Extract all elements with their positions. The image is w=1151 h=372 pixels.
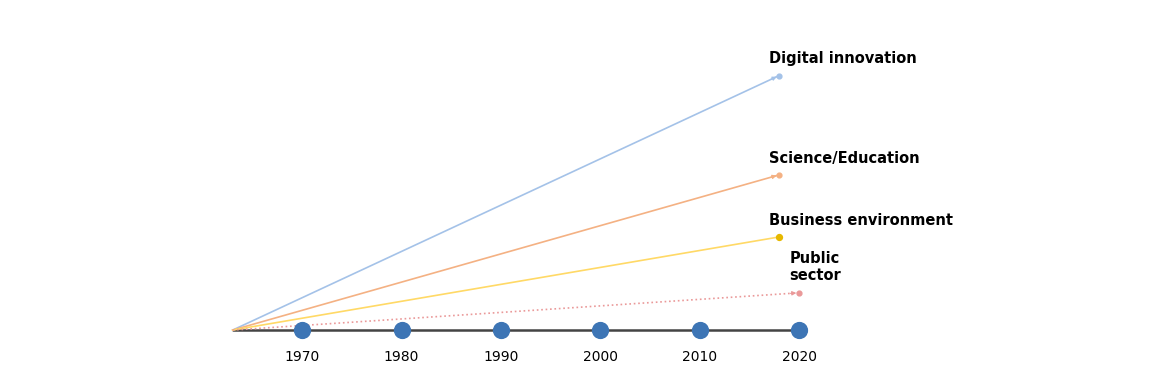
Point <box>294 327 312 333</box>
Text: 1990: 1990 <box>483 350 519 364</box>
Text: 2020: 2020 <box>782 350 816 364</box>
Text: 2000: 2000 <box>582 350 618 364</box>
Text: Digital innovation: Digital innovation <box>769 51 917 66</box>
Point <box>491 327 510 333</box>
Text: 1980: 1980 <box>384 350 419 364</box>
Text: Public
sector: Public sector <box>790 251 841 283</box>
Point <box>592 327 610 333</box>
Text: 2010: 2010 <box>683 350 717 364</box>
Point <box>392 327 411 333</box>
Text: 1970: 1970 <box>284 350 320 364</box>
Text: Business environment: Business environment <box>769 213 953 228</box>
Point <box>770 172 788 178</box>
Point <box>790 290 808 296</box>
Point <box>770 234 788 240</box>
Text: Science/Education: Science/Education <box>769 151 920 166</box>
Point <box>790 327 808 333</box>
Point <box>770 73 788 78</box>
Point <box>691 327 709 333</box>
